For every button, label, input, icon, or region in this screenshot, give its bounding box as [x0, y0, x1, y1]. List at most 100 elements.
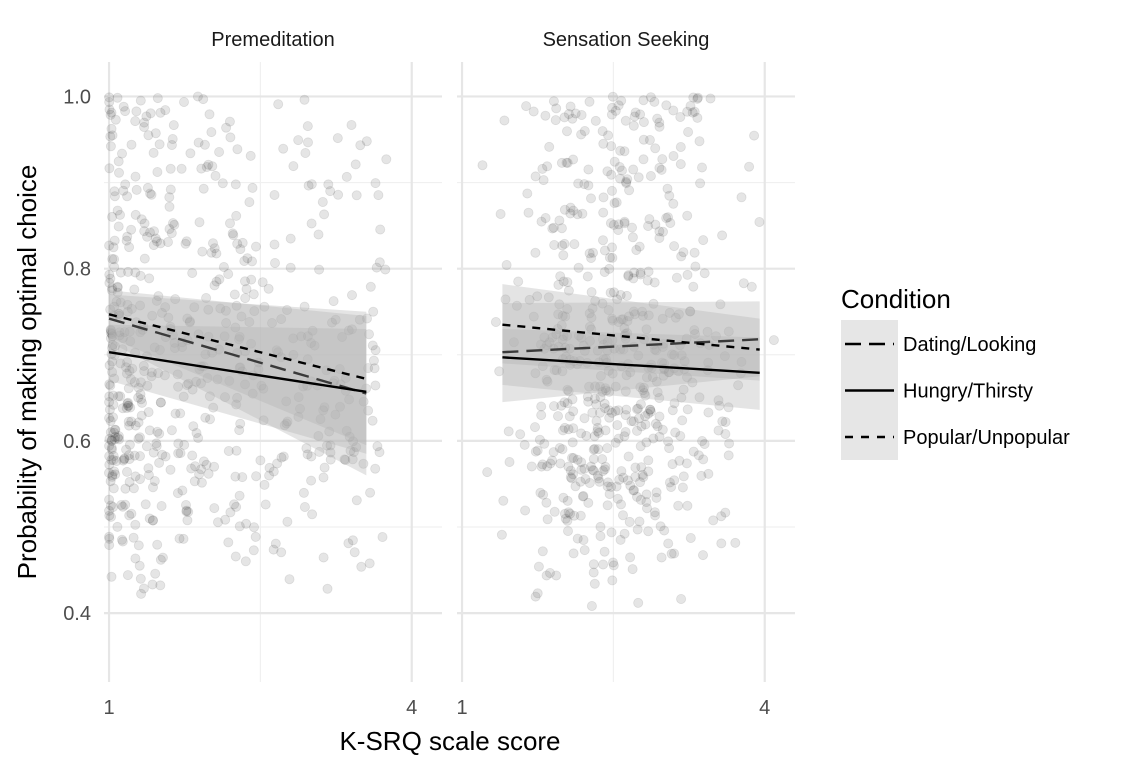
data-point: [553, 309, 564, 320]
data-point: [111, 296, 122, 307]
data-point: [206, 127, 217, 138]
data-point: [232, 392, 243, 403]
data-point: [124, 326, 135, 337]
data-point: [621, 370, 632, 381]
data-point: [217, 178, 228, 189]
data-point: [627, 222, 638, 233]
data-point: [121, 362, 132, 373]
data-point: [690, 328, 701, 339]
data-point: [154, 344, 165, 355]
data-point: [537, 163, 548, 174]
data-point: [676, 594, 687, 605]
data-point: [629, 111, 640, 122]
data-point: [109, 373, 120, 384]
data-point: [603, 405, 614, 416]
data-point: [165, 163, 176, 174]
data-point: [104, 404, 115, 415]
data-point: [187, 384, 198, 395]
data-point: [108, 412, 119, 423]
data-point: [563, 424, 574, 435]
data-point: [271, 345, 282, 356]
data-point: [593, 444, 604, 455]
data-point: [288, 161, 299, 172]
x-tick-label: 1: [103, 697, 114, 719]
data-point: [603, 304, 614, 315]
data-point: [122, 191, 133, 202]
data-point: [229, 499, 240, 510]
data-point: [565, 472, 576, 483]
data-point: [118, 185, 129, 196]
data-point: [675, 141, 686, 152]
data-point: [699, 268, 710, 279]
data-point: [187, 450, 198, 461]
data-point: [643, 220, 654, 231]
data-point: [150, 128, 161, 139]
data-point: [736, 356, 747, 367]
data-point: [121, 402, 132, 413]
data-point: [150, 568, 161, 579]
data-point: [652, 113, 663, 124]
data-point: [128, 532, 139, 543]
data-point: [124, 242, 135, 253]
data-point: [612, 420, 623, 431]
data-point: [716, 511, 727, 522]
data-point: [633, 597, 644, 608]
data-point: [580, 473, 591, 484]
data-point: [523, 207, 534, 218]
data-point: [585, 335, 596, 346]
data-point: [179, 439, 190, 450]
data-point: [104, 240, 115, 251]
data-point: [530, 422, 541, 433]
data-point: [597, 334, 608, 345]
data-point: [269, 189, 280, 200]
data-point: [504, 456, 515, 467]
data-point: [578, 490, 589, 501]
data-point: [651, 492, 662, 503]
data-point: [249, 306, 260, 317]
data-point: [114, 434, 125, 445]
data-point: [148, 147, 159, 158]
data-point: [203, 331, 214, 342]
data-point: [148, 226, 159, 237]
data-point: [114, 327, 125, 338]
data-point: [319, 462, 330, 473]
data-point: [602, 500, 613, 511]
data-point: [117, 148, 128, 159]
data-point: [142, 380, 153, 391]
data-point: [640, 411, 651, 422]
data-point: [170, 408, 181, 419]
data-point: [239, 255, 250, 266]
data-point: [259, 301, 270, 312]
data-point: [166, 228, 177, 239]
data-point: [577, 208, 588, 219]
data-point: [107, 253, 118, 264]
data-point: [617, 165, 628, 176]
data-point: [494, 366, 505, 377]
data-point: [234, 490, 245, 501]
data-point: [637, 310, 648, 321]
data-point: [123, 383, 134, 394]
y-tick-label: 0.6: [63, 431, 91, 453]
data-point: [237, 472, 248, 483]
data-point: [597, 454, 608, 465]
data-point: [568, 154, 579, 165]
data-point: [677, 415, 688, 426]
data-point: [556, 320, 567, 331]
data-point: [130, 209, 141, 220]
data-point: [109, 434, 120, 445]
data-point: [607, 102, 618, 113]
data-point: [105, 476, 116, 487]
data-point: [306, 337, 317, 348]
data-point: [302, 137, 313, 148]
data-point: [136, 214, 147, 225]
data-point: [126, 416, 137, 427]
data-point: [688, 281, 699, 292]
data-point: [651, 376, 662, 387]
data-point: [649, 277, 660, 288]
data-point: [123, 416, 134, 427]
data-point: [190, 461, 201, 472]
data-point: [270, 538, 281, 549]
data-point: [104, 360, 115, 371]
data-point: [278, 451, 289, 462]
data-point: [501, 259, 512, 270]
